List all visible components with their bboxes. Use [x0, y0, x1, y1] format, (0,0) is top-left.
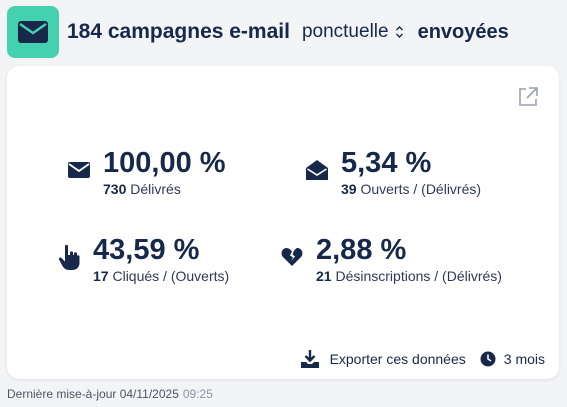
stat-opened: 5,34 % 39 Ouverts / (Délivrés): [303, 146, 481, 197]
mail-tile: [7, 6, 59, 58]
stat-unsubscribed: 2,88 % 21 Désinscriptions / (Délivrés): [278, 233, 502, 284]
stat-value: 2,88 %: [316, 234, 407, 266]
external-link-icon[interactable]: [517, 86, 539, 108]
campaign-type-value: ponctuelle: [301, 21, 389, 42]
stat-clicked: 43,59 % 17 Cliqués / (Ouverts): [55, 233, 229, 284]
stat-value: 5,34 %: [341, 147, 432, 179]
period-label: 3 mois: [503, 351, 545, 367]
campaign-count-title: 184 campagnes e-mail: [67, 20, 290, 43]
stat-count: 730: [103, 181, 127, 197]
stat-value: 43,59 %: [93, 234, 200, 266]
open-envelope-icon: [303, 156, 331, 184]
last-update-time: 09:25: [182, 387, 213, 401]
download-icon: [300, 350, 319, 368]
export-button[interactable]: Exporter ces données: [300, 349, 466, 369]
last-update: Dernière mise-à-jour 04/11/2025 09:25: [7, 387, 213, 401]
stat-delivered: 100,00 % 730 Délivrés: [65, 146, 226, 197]
campaign-header: 184 campagnes e-mail ponctuelle envoyées: [7, 6, 559, 58]
envelope-icon: [18, 21, 48, 43]
envelope-icon: [65, 156, 93, 184]
clock-icon: [480, 351, 496, 367]
period-selector[interactable]: 3 mois: [480, 351, 545, 367]
campaign-status: envoyées: [417, 20, 509, 43]
stat-count: 21: [316, 268, 332, 284]
last-update-label: Dernière mise-à-jour 04/11/2025: [7, 387, 179, 401]
card-footer-actions: Exporter ces données 3 mois: [300, 349, 545, 369]
pointer-hand-icon: [55, 243, 83, 271]
stat-label: Désinscriptions / (Délivrés): [335, 268, 502, 284]
stat-label: Délivrés: [130, 181, 181, 197]
broken-heart-icon: [278, 243, 306, 271]
export-label: Exporter ces données: [329, 351, 466, 367]
chevron-up-down-icon: [395, 25, 404, 39]
stat-label: Ouverts / (Délivrés): [360, 181, 482, 197]
stat-value: 100,00 %: [103, 147, 226, 179]
stat-label: Cliqués / (Ouverts): [112, 268, 230, 284]
stats-card: 100,00 % 730 Délivrés 5,34 % 39 Ouverts …: [7, 66, 559, 379]
stat-count: 39: [341, 181, 357, 197]
campaign-type-select[interactable]: ponctuelle: [302, 21, 404, 43]
stat-count: 17: [93, 268, 109, 284]
